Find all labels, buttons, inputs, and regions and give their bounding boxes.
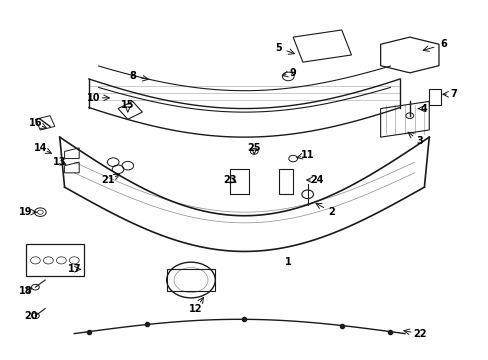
Bar <box>278 169 292 194</box>
Text: 24: 24 <box>310 175 324 185</box>
Text: 4: 4 <box>420 104 427 113</box>
Text: 11: 11 <box>300 150 314 160</box>
Text: 10: 10 <box>87 93 101 103</box>
Text: 3: 3 <box>415 136 422 146</box>
Text: 20: 20 <box>24 311 37 321</box>
Text: 16: 16 <box>29 118 42 128</box>
Text: 2: 2 <box>328 207 335 217</box>
Text: 7: 7 <box>449 89 456 99</box>
Text: 6: 6 <box>440 39 447 49</box>
Text: 12: 12 <box>189 303 202 314</box>
Text: 13: 13 <box>53 157 66 167</box>
Text: 17: 17 <box>67 264 81 274</box>
Bar <box>229 169 249 194</box>
Bar <box>166 269 215 291</box>
Text: 14: 14 <box>34 143 47 153</box>
Bar <box>26 244 84 276</box>
Text: 23: 23 <box>223 175 236 185</box>
Bar <box>428 89 441 105</box>
Text: 15: 15 <box>121 100 134 110</box>
Text: 25: 25 <box>247 143 261 153</box>
Text: 18: 18 <box>19 286 32 296</box>
Text: 21: 21 <box>102 175 115 185</box>
Text: 5: 5 <box>275 43 282 53</box>
Text: 22: 22 <box>412 329 426 339</box>
Text: 1: 1 <box>285 257 291 267</box>
Text: 8: 8 <box>129 71 136 81</box>
Text: 9: 9 <box>289 68 296 78</box>
Text: 19: 19 <box>19 207 32 217</box>
